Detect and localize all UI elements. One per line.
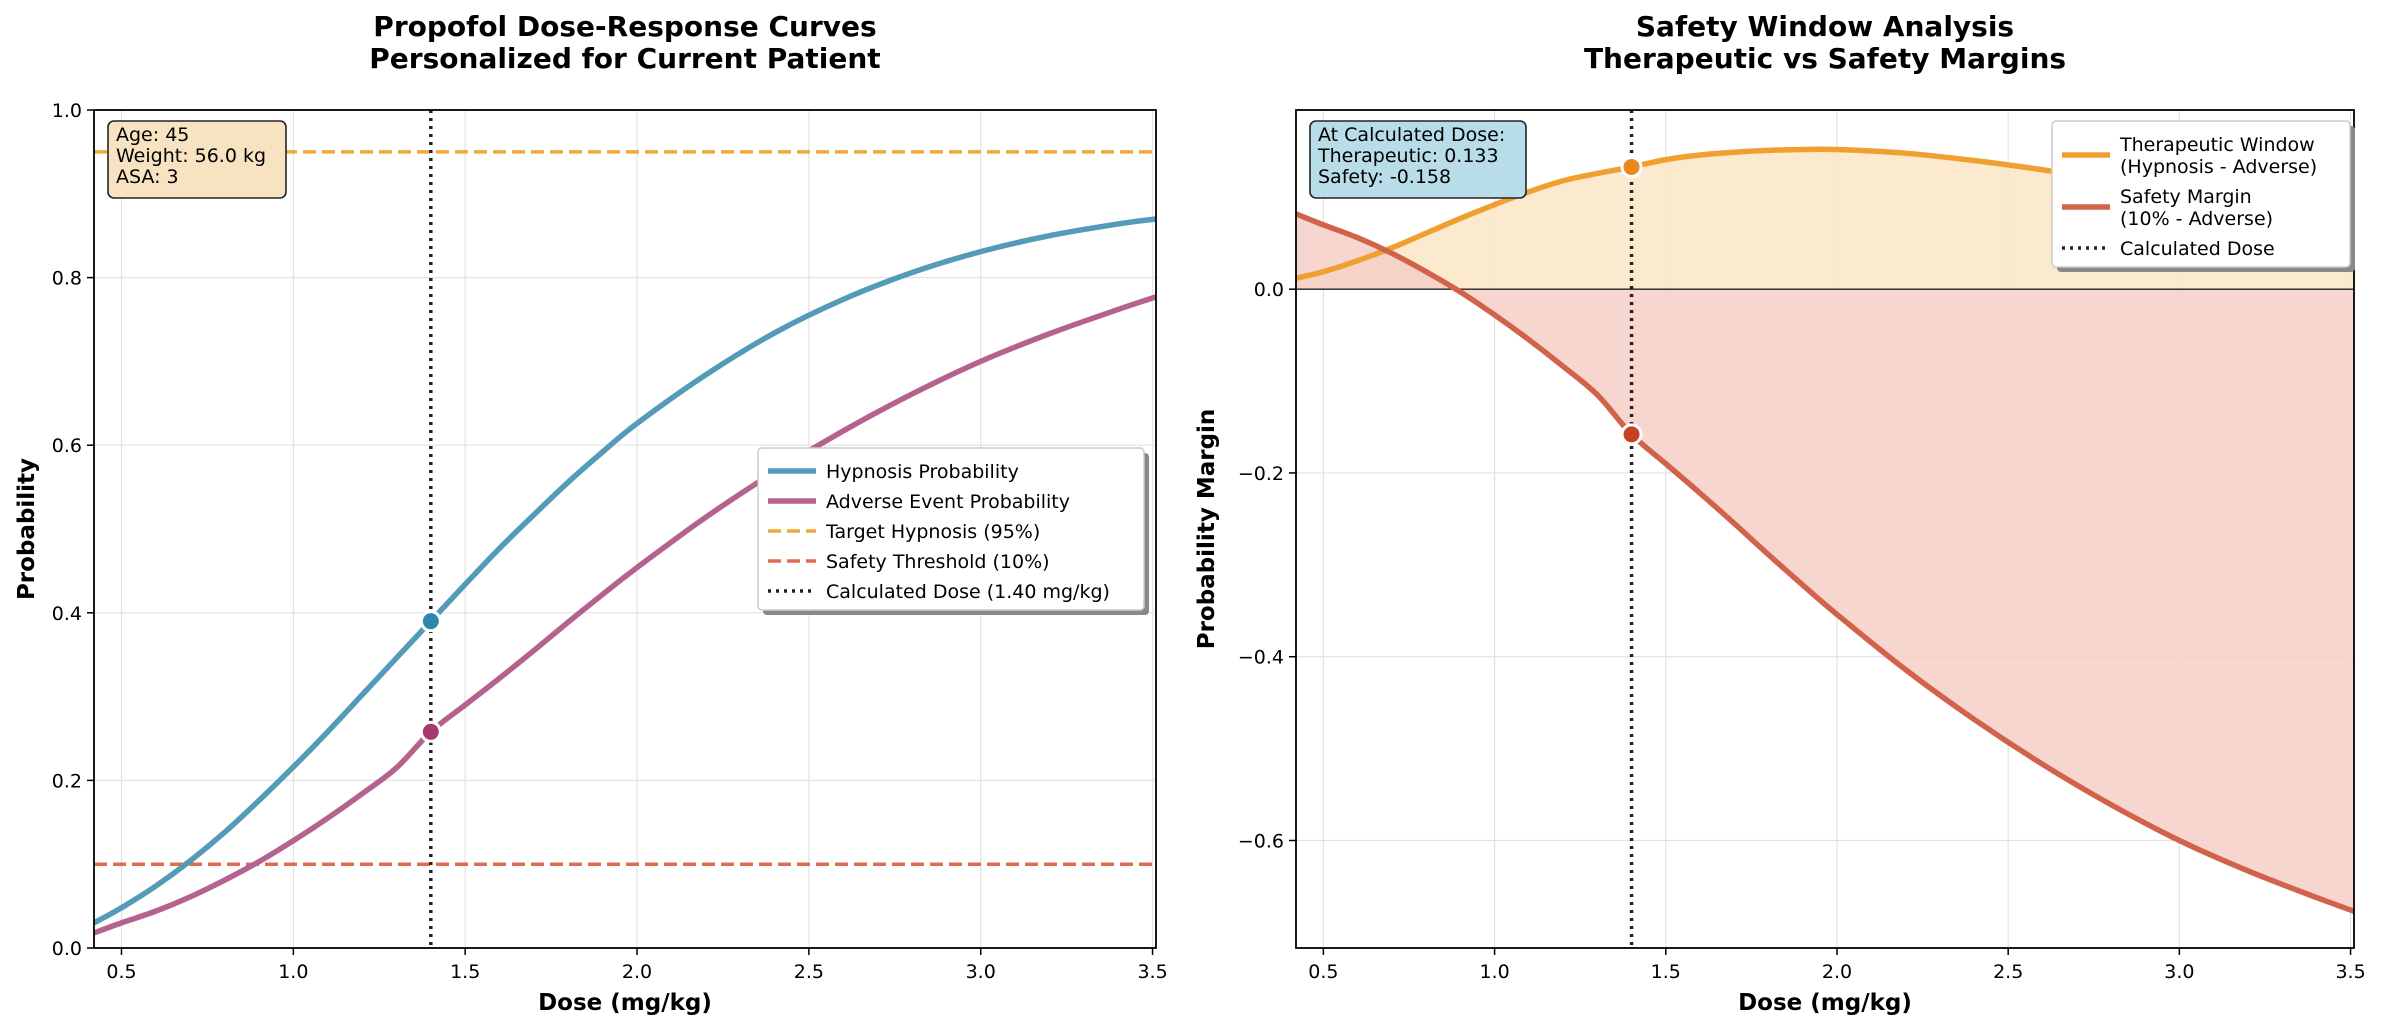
x-tick-label: 2.5 <box>794 961 824 983</box>
x-tick-label: 3.5 <box>1137 961 1167 983</box>
annotation-box <box>107 120 287 199</box>
legend-label: Calculated Dose <box>2120 238 2275 260</box>
chart-title-line: Personalized for Current Patient <box>369 42 880 75</box>
y-tick-label: 0.0 <box>52 938 82 960</box>
x-tick-label: 1.5 <box>1651 961 1681 983</box>
chart-title-line: Safety Window Analysis <box>1636 10 2014 43</box>
x-axis-label: Dose (mg/kg) <box>1738 990 1912 1016</box>
legend: Therapeutic Window(Hypnosis - Adverse) Sa… <box>2051 120 2355 272</box>
chart-title-line: Therapeutic vs Safety Margins <box>1584 42 2066 75</box>
annotation-text: Age: 45 <box>116 124 189 146</box>
series-line-2 <box>1296 211 2354 914</box>
legend-box <box>757 447 1145 611</box>
annotation-text: Therapeutic: 0.133 <box>1317 145 1499 167</box>
annotation-text: ASA: 3 <box>116 166 179 188</box>
legend-label: Adverse Event Probability <box>826 491 1070 513</box>
x-tick-label: 1.0 <box>1479 961 1509 983</box>
x-tick-label: 1.5 <box>450 961 480 983</box>
y-tick-label: 0.2 <box>52 770 82 792</box>
x-tick-label: 2.0 <box>1822 961 1852 983</box>
series-line-1 <box>94 216 1156 926</box>
legend-label: (10% - Adverse) <box>2120 208 2273 230</box>
y-tick-label: 0.6 <box>52 435 82 457</box>
x-tick-label: 3.5 <box>2335 961 2365 983</box>
y-tick-label: −0.4 <box>1238 647 1284 669</box>
legend-label: (Hypnosis - Adverse) <box>2120 156 2317 178</box>
legend-label: Hypnosis Probability <box>826 461 1019 483</box>
legend-label: Calculated Dose (1.40 mg/kg) <box>826 581 1110 603</box>
annotation-text: At Calculated Dose: <box>1318 124 1505 146</box>
data-marker-1 <box>419 610 442 633</box>
x-tick-label: 1.0 <box>278 961 308 983</box>
y-tick-label: 1.0 <box>52 100 82 122</box>
y-tick-label: 0.4 <box>52 603 82 625</box>
annotation-text: Safety: -0.158 <box>1318 166 1451 188</box>
annotation-box <box>1309 120 1527 199</box>
legend-label: Target Hypnosis (95%) <box>825 521 1040 543</box>
data-marker-1 <box>1620 155 1643 178</box>
x-tick-label: 0.5 <box>106 961 136 983</box>
legend-label: Therapeutic Window <box>2119 134 2315 156</box>
y-axis-label: Probability Margin <box>1194 409 1220 650</box>
y-tick-label: −0.2 <box>1238 463 1284 485</box>
chart-1: Propofol Dose-Response CurvesPersonalize… <box>14 10 1168 1016</box>
y-tick-label: −0.6 <box>1238 830 1284 852</box>
axes-frame <box>93 109 1157 949</box>
x-tick-label: 2.5 <box>1993 961 2023 983</box>
x-tick-label: 2.0 <box>622 961 652 983</box>
legend-label: Safety Margin <box>2120 186 2252 208</box>
data-marker-2 <box>419 720 442 743</box>
legend-label: Safety Threshold (10%) <box>826 551 1050 573</box>
chart-title-line: Propofol Dose-Response Curves <box>373 10 876 43</box>
legend: Hypnosis Probability Adverse Event Probab… <box>757 447 1149 615</box>
patient-info-annotation: At Calculated Dose:Therapeutic: 0.133Saf… <box>1309 120 1527 199</box>
y-axis-label: Probability <box>14 458 40 600</box>
legend-box <box>2051 120 2351 268</box>
data-marker-2 <box>1620 423 1643 446</box>
annotation-text: Weight: 56.0 kg <box>116 145 266 167</box>
series-line-2 <box>94 294 1156 936</box>
series-fill-2 <box>1296 213 2354 912</box>
axes-frame <box>1295 109 2355 949</box>
x-tick-label: 0.5 <box>1308 961 1338 983</box>
x-tick-label: 3.0 <box>966 961 996 983</box>
y-tick-label: 0.0 <box>1254 279 1284 301</box>
y-tick-label: 0.8 <box>52 268 82 290</box>
x-tick-label: 3.0 <box>2164 961 2194 983</box>
x-axis-label: Dose (mg/kg) <box>538 990 712 1016</box>
